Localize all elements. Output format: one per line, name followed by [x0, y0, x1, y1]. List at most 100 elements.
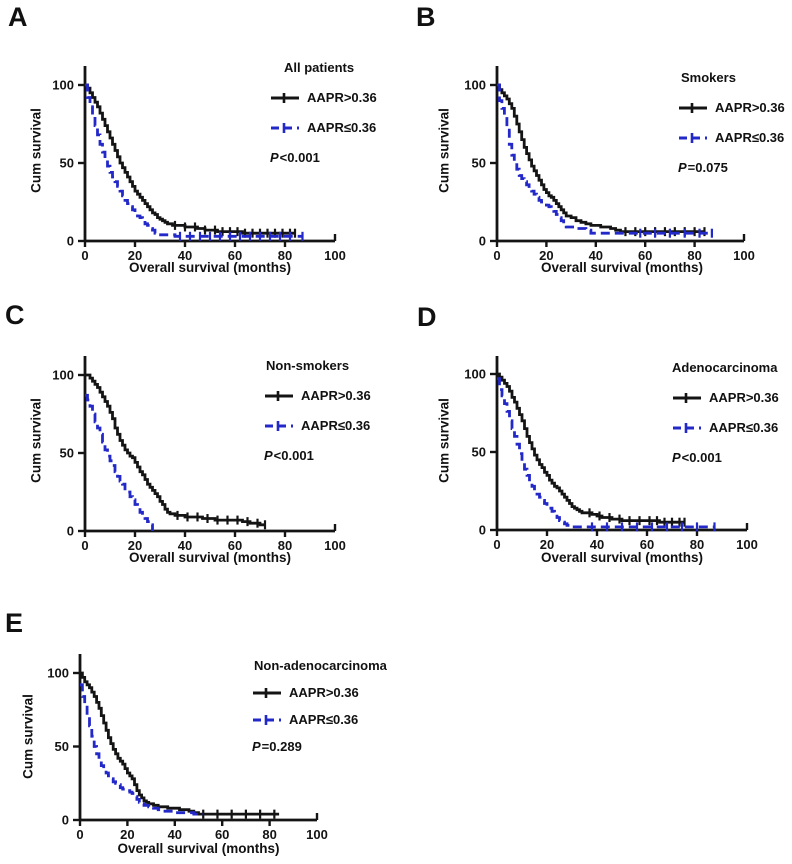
km-plot-all-patients: 0 20 40 60 80 100 0 50 100 — [52, 66, 346, 263]
x-axis-label: Overall survival (months) — [540, 260, 704, 275]
svg-text:50: 50 — [55, 739, 69, 754]
x-axis-label: Overall survival (months) — [128, 550, 292, 565]
legend: All patients AAPR>0.36 AAPR≤0.36 P<0.001 — [270, 60, 377, 165]
svg-text:20: 20 — [539, 248, 553, 263]
panel-letter-a: A — [8, 2, 28, 32]
panel-non-adenocarcinoma: E 0 20 40 60 80 100 0 50 100 Cum survival Overal… — [0, 590, 396, 864]
svg-text:60: 60 — [228, 248, 242, 263]
legend-title: All patients — [284, 60, 355, 75]
legend-item-aapr-high: AAPR>0.36 — [678, 100, 785, 115]
svg-text:100: 100 — [733, 248, 755, 263]
legend-item-aapr-low: AAPR≤0.36 — [270, 120, 377, 135]
legend-item-aapr-high: AAPR>0.36 — [252, 685, 387, 700]
svg-text:50: 50 — [60, 156, 74, 171]
svg-text:100: 100 — [464, 367, 486, 382]
svg-text:20: 20 — [540, 537, 554, 552]
legend-label: AAPR>0.36 — [301, 388, 371, 403]
solid-line-marker — [270, 92, 300, 104]
svg-text:100: 100 — [52, 368, 74, 383]
svg-text:0: 0 — [493, 248, 500, 263]
panel-letter-d: D — [417, 302, 437, 332]
legend-label: AAPR≤0.36 — [307, 120, 377, 135]
y-axis-label: Cum survival — [28, 398, 44, 483]
svg-text:100: 100 — [464, 78, 486, 93]
legend-item-aapr-low: AAPR≤0.36 — [678, 130, 785, 145]
svg-text:80: 80 — [687, 248, 701, 263]
legend-item-aapr-high: AAPR>0.36 — [270, 90, 377, 105]
legend-title: Non-adenocarcinoma — [254, 658, 387, 673]
dashed-line-marker — [252, 714, 282, 726]
svg-text:60: 60 — [215, 827, 229, 842]
y-axis-label: Cum survival — [436, 398, 452, 483]
solid-line-marker — [252, 687, 282, 699]
legend-label: AAPR>0.36 — [307, 90, 377, 105]
legend-label: AAPR≤0.36 — [301, 418, 371, 433]
svg-text:20: 20 — [128, 538, 142, 553]
dashed-line-marker — [264, 420, 294, 432]
svg-text:100: 100 — [306, 827, 328, 842]
svg-text:0: 0 — [62, 813, 69, 828]
legend-item-aapr-low: AAPR≤0.36 — [252, 712, 387, 727]
svg-text:40: 40 — [178, 538, 192, 553]
panel-letter-e: E — [5, 608, 24, 638]
y-axis-label: Cum survival — [28, 108, 44, 193]
svg-text:100: 100 — [47, 666, 69, 681]
svg-text:100: 100 — [324, 538, 346, 553]
km-plot-smokers: 0 20 40 60 80 100 0 50 100 — [464, 66, 755, 263]
svg-text:50: 50 — [472, 445, 486, 460]
dashed-line-marker — [270, 122, 300, 134]
legend: Non-smokers AAPR>0.36 AAPR≤0.36 P<0.001 — [264, 358, 371, 463]
svg-text:0: 0 — [67, 234, 74, 249]
svg-text:0: 0 — [493, 537, 500, 552]
svg-text:60: 60 — [638, 248, 652, 263]
svg-text:60: 60 — [640, 537, 654, 552]
svg-text:100: 100 — [736, 537, 758, 552]
legend-title: Smokers — [681, 70, 736, 85]
svg-text:100: 100 — [52, 78, 74, 93]
solid-line-marker — [264, 390, 294, 402]
p-value: P=0.075 — [678, 160, 728, 175]
y-axis-label: Cum survival — [20, 694, 36, 779]
legend-item-aapr-low: AAPR≤0.36 — [672, 420, 779, 435]
legend-label: AAPR>0.36 — [715, 100, 785, 115]
svg-text:20: 20 — [120, 827, 134, 842]
svg-text:40: 40 — [168, 827, 182, 842]
svg-text:100: 100 — [324, 248, 346, 263]
svg-text:0: 0 — [76, 827, 83, 842]
svg-text:0: 0 — [81, 248, 88, 263]
y-axis-label: Cum survival — [436, 108, 452, 193]
panel-letter-b: B — [416, 2, 436, 32]
panel-non-smokers: C 0 20 40 60 80 100 0 50 100 Cum survival Overal… — [0, 290, 396, 590]
legend-label: AAPR>0.36 — [709, 390, 779, 405]
solid-line-marker — [678, 102, 708, 114]
legend-label: AAPR>0.36 — [289, 685, 359, 700]
svg-text:80: 80 — [690, 537, 704, 552]
svg-text:0: 0 — [81, 538, 88, 553]
legend: Non-adenocarcinoma AAPR>0.36 AAPR≤0.36 P… — [252, 658, 387, 754]
p-value: P<0.001 — [270, 150, 320, 165]
svg-text:80: 80 — [262, 827, 276, 842]
solid-line-marker — [672, 392, 702, 404]
km-plot-non-smokers: 0 20 40 60 80 100 0 50 100 — [52, 356, 346, 553]
svg-text:0: 0 — [479, 234, 486, 249]
svg-text:50: 50 — [472, 156, 486, 171]
legend-item-aapr-high: AAPR>0.36 — [672, 390, 779, 405]
legend-label: AAPR≤0.36 — [709, 420, 779, 435]
legend-title: Non-smokers — [266, 358, 350, 373]
legend-label: AAPR≤0.36 — [715, 130, 785, 145]
svg-text:0: 0 — [479, 523, 486, 538]
p-value: P=0.289 — [252, 739, 302, 754]
legend: Smokers AAPR>0.36 AAPR≤0.36 P=0.075 — [678, 70, 785, 175]
km-plot-non-adenocarcinoma: 0 20 40 60 80 100 0 50 100 — [47, 654, 328, 842]
p-value: P<0.001 — [264, 448, 314, 463]
legend-item-aapr-high: AAPR>0.36 — [264, 388, 371, 403]
x-axis-label: Overall survival (months) — [117, 841, 280, 856]
km-plot-adenocarcinoma: 0 20 40 60 80 100 0 50 100 — [464, 356, 758, 552]
svg-text:0: 0 — [67, 524, 74, 539]
legend: Adenocarcinoma AAPR>0.36 AAPR≤0.36 P<0.0… — [672, 360, 779, 465]
x-axis-label: Overall survival (months) — [128, 260, 292, 275]
legend-item-aapr-low: AAPR≤0.36 — [264, 418, 371, 433]
svg-text:80: 80 — [278, 538, 292, 553]
x-axis-label: Overall survival (months) — [540, 550, 704, 565]
